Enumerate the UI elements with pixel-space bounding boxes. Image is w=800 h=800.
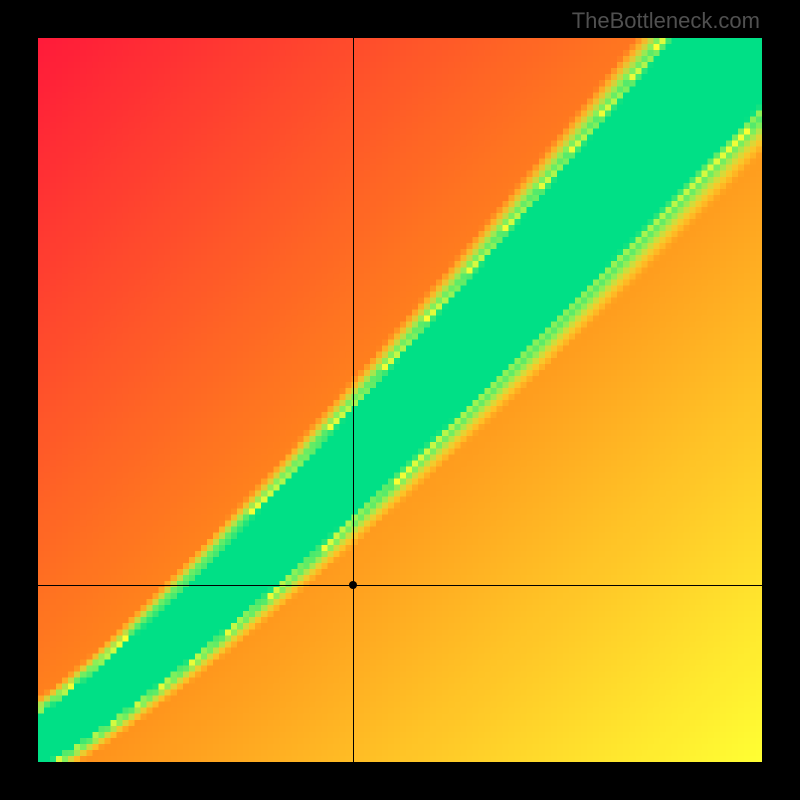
crosshair-vertical bbox=[353, 38, 354, 762]
data-point-marker bbox=[349, 581, 357, 589]
watermark-text: TheBottleneck.com bbox=[572, 8, 760, 34]
heatmap-canvas bbox=[38, 38, 762, 762]
crosshair-horizontal bbox=[38, 585, 762, 586]
heatmap-plot bbox=[38, 38, 762, 762]
